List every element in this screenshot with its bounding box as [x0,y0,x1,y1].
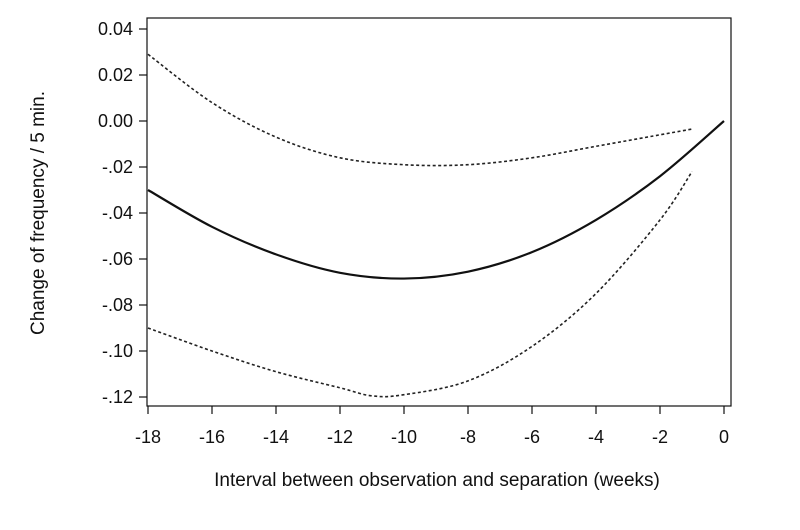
lower-confidence-line [147,171,693,398]
x-tick-label: -8 [460,427,476,447]
upper-confidence-line [147,53,693,167]
series-layer [147,53,725,398]
x-tick-label: -10 [391,427,417,447]
y-tick-label: -.04 [102,203,133,223]
x-tick-label: 0 [719,427,729,447]
y-tick-label: -.02 [102,157,133,177]
y-axis: 0.04 0.02 0.00 -.02 -.04 -.06 -.08 -.10 -.12 [98,19,147,407]
y-tick-label: -.08 [102,295,133,315]
y-tick-label: -.10 [102,341,133,361]
x-tick-label: -6 [524,427,540,447]
x-tick-label: -16 [199,427,225,447]
x-tick-label: -14 [263,427,289,447]
y-tick-label: -.06 [102,249,133,269]
y-axis-title: Change of frequency / 5 min. [28,91,49,335]
x-tick-label: -12 [327,427,353,447]
y-tick-label: 0.02 [98,65,133,85]
x-axis: -18 -16 -14 -12 -10 -8 -6 -4 -2 0 [135,406,729,447]
plot-frame [146,17,732,407]
y-tick-label: -.12 [102,387,133,407]
y-tick-label: 0.04 [98,19,133,39]
estimate-line [147,120,725,280]
x-tick-label: -4 [588,427,604,447]
y-tick-label: 0.00 [98,111,133,131]
x-tick-label: -18 [135,427,161,447]
x-axis-title: Interval between observation and separat… [214,470,660,491]
x-tick-label: -2 [652,427,668,447]
